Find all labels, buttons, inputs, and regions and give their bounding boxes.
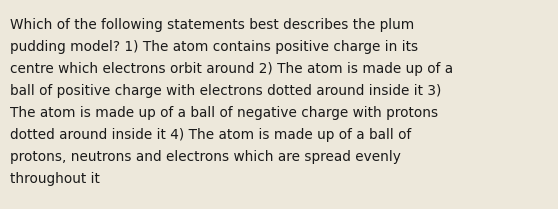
Text: ball of positive charge with electrons dotted around inside it 3): ball of positive charge with electrons d… bbox=[10, 84, 441, 98]
Text: The atom is made up of a ball of negative charge with protons: The atom is made up of a ball of negativ… bbox=[10, 106, 438, 120]
Text: dotted around inside it 4) The atom is made up of a ball of: dotted around inside it 4) The atom is m… bbox=[10, 128, 411, 142]
Text: pudding model? 1) The atom contains positive charge in its: pudding model? 1) The atom contains posi… bbox=[10, 40, 418, 54]
Text: throughout it: throughout it bbox=[10, 172, 100, 186]
Text: Which of the following statements best describes the plum: Which of the following statements best d… bbox=[10, 18, 414, 32]
Text: centre which electrons orbit around 2) The atom is made up of a: centre which electrons orbit around 2) T… bbox=[10, 62, 453, 76]
Text: protons, neutrons and electrons which are spread evenly: protons, neutrons and electrons which ar… bbox=[10, 150, 401, 164]
